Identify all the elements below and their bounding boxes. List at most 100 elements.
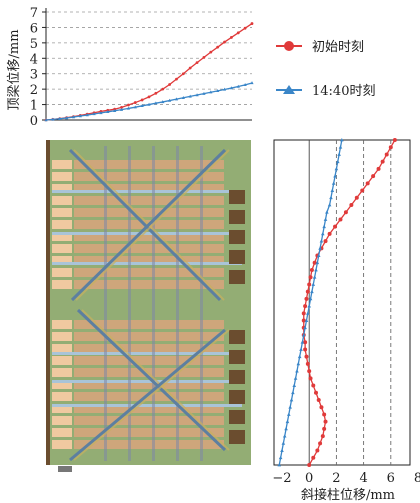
plan-bay-strip [74, 172, 224, 181]
right-point-later [321, 231, 325, 236]
top-chart-series [44, 22, 254, 122]
top-point-later [174, 97, 179, 101]
top-point-later [71, 115, 76, 119]
plan-side-bay [52, 244, 72, 253]
plan-column-line [152, 146, 155, 461]
plan-bay-strip [74, 196, 224, 205]
right-series-line-0 [303, 139, 396, 466]
plan-side-bay [52, 208, 72, 217]
right-point-later [308, 296, 313, 301]
top-point-initial [120, 105, 123, 109]
plan-bay-strip [74, 344, 224, 353]
top-point-later [65, 116, 69, 120]
legend-label-later: 14:40时刻 [312, 84, 375, 99]
plan-bay-strip [74, 160, 224, 169]
top-point-later [236, 84, 240, 88]
right-point-later [281, 441, 286, 445]
plan-side-bay [52, 160, 72, 169]
plan-column-line [104, 146, 107, 461]
right-point-initial [384, 152, 389, 157]
legend-item-later: 14:40时刻 [276, 84, 375, 99]
right-point-later [288, 405, 292, 409]
plan-beam-line [52, 352, 242, 355]
plan-side-bay [52, 344, 72, 353]
right-chart-grid [308, 140, 392, 465]
plan-scale-mark [58, 466, 72, 472]
top-point-later [133, 105, 137, 109]
right-point-later [312, 275, 317, 279]
top-point-later [92, 112, 96, 116]
top-y-tick-label: 0 [30, 114, 38, 129]
top-point-later [202, 91, 206, 95]
plan-side-bay [52, 256, 72, 265]
plan-side-bay [52, 404, 72, 413]
right-point-initial [322, 426, 327, 431]
top-point-later [161, 100, 165, 104]
top-y-tick-label: 1 [30, 99, 38, 114]
plan-beam-line [52, 190, 242, 193]
right-point-initial [333, 224, 338, 229]
plan-side-bay [52, 440, 72, 449]
top-point-initial [133, 101, 137, 104]
plan-brace [69, 328, 226, 462]
right-point-initial [360, 188, 365, 193]
right-point-later [325, 210, 329, 214]
plan-side-bay [52, 356, 72, 365]
plan-brace-edge [73, 329, 230, 461]
right-point-later [338, 145, 343, 149]
top-point-later [188, 94, 192, 98]
top-point-initial [236, 31, 240, 35]
plan-side-bay [52, 232, 72, 241]
right-point-initial [307, 369, 312, 374]
plan-bay-strip [74, 440, 224, 449]
right-point-later [330, 188, 335, 192]
plan-beam-line [52, 404, 242, 407]
top-y-tick-label: 6 [30, 21, 38, 36]
right-point-later [303, 325, 307, 330]
plan-bay-strip [74, 208, 224, 217]
plan-beam-line [52, 232, 242, 235]
plan-side-bay [52, 392, 72, 401]
right-point-later [293, 376, 298, 380]
right-point-initial [301, 318, 306, 323]
top-y-tick-label: 4 [30, 52, 38, 67]
top-point-initial [209, 50, 213, 54]
right-chart-series [277, 138, 397, 467]
top-point-initial [140, 98, 144, 102]
right-point-later [333, 174, 337, 178]
right-point-initial [304, 354, 309, 359]
plan-dark-block [229, 270, 245, 284]
right-point-later [319, 239, 324, 243]
legend-item-initial: 初始时刻 [276, 40, 364, 55]
right-point-later [304, 318, 309, 322]
right-point-initial [371, 174, 376, 179]
right-point-initial [376, 166, 381, 171]
right-point-later [299, 347, 303, 351]
plan-side-bay [52, 428, 72, 437]
right-x-tick-label: 8 [414, 471, 420, 486]
top-point-initial [168, 83, 172, 86]
plan-side-bay [52, 184, 72, 193]
right-point-initial [323, 239, 328, 244]
right-point-initial [303, 340, 308, 345]
top-y-tick-label: 2 [30, 83, 38, 98]
right-point-later [315, 260, 320, 265]
plan-side-bay [52, 332, 72, 341]
plan-bay-strip [74, 244, 224, 253]
top-chart-axes [42, 8, 252, 121]
plan-side-bay [52, 196, 72, 205]
right-point-initial [380, 159, 385, 164]
plan-side-bay [52, 268, 72, 277]
top-y-tick-label: 7 [30, 6, 38, 21]
plan-side-bay [52, 416, 72, 425]
right-point-initial [392, 138, 397, 142]
top-point-initial [195, 61, 199, 65]
right-point-initial [327, 231, 332, 236]
right-x-tick-label: 2 [332, 471, 340, 486]
plan-side-blocks [229, 190, 245, 444]
top-point-initial [175, 77, 178, 81]
right-point-later [278, 455, 283, 460]
right-point-initial [388, 145, 393, 150]
right-point-later [296, 361, 301, 366]
plan-brace [70, 148, 227, 302]
